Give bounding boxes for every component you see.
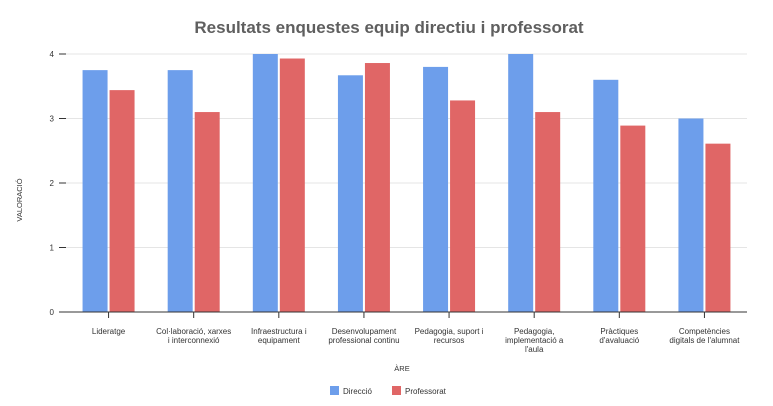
bar-professorat <box>620 125 646 312</box>
axis-layer <box>59 53 747 318</box>
x-category-label: Desenvolupament professional continu <box>328 327 399 345</box>
x-category-label: Lideratge <box>92 327 126 336</box>
bar-direccio <box>678 118 704 312</box>
bar-professorat <box>364 63 390 312</box>
bar-direccio <box>337 75 363 312</box>
bar-professorat <box>279 58 305 312</box>
bar-professorat <box>109 90 135 313</box>
chart-title: Resultats enquestes equip directiu i pro… <box>194 18 584 37</box>
legend: Direcció Professorat <box>330 386 447 396</box>
x-category-label-line: Pedagogia, suport i <box>415 327 484 336</box>
bar-direccio <box>593 79 619 312</box>
legend-swatch <box>392 386 401 395</box>
y-tick-label: 2 <box>50 179 55 188</box>
legend-label: Professorat <box>405 387 447 396</box>
bar-professorat <box>705 143 731 312</box>
x-category-label-line: professional continu <box>328 336 399 345</box>
x-category-label: Pedagogia, implementació a l'aula <box>505 327 564 354</box>
x-axis-title: ÀRE <box>394 364 409 373</box>
x-category-label: Pedagogia, suport i recursos <box>415 327 484 345</box>
x-category-label-line: equipament <box>258 336 301 345</box>
x-category-label-line: Lideratge <box>92 327 126 336</box>
y-tick-label: 3 <box>50 115 55 124</box>
bar-professorat <box>450 100 476 312</box>
y-tick-label: 1 <box>50 244 55 253</box>
x-category-label-line: i interconnexió <box>168 336 220 345</box>
x-category-label-line: digitals de l'alumnat <box>669 336 740 345</box>
legend-item-professorat: Professorat <box>392 386 447 396</box>
bar-direccio <box>82 70 108 312</box>
x-category-label-line: d'avaluació <box>599 336 639 345</box>
legend-item-direccio: Direcció <box>330 386 372 396</box>
labels-layer: 0 1 2 3 4 Lideratge Col·laboració, xarxes i int… <box>50 50 741 354</box>
bar-professorat <box>535 112 561 312</box>
x-category-label-line: recursos <box>434 336 465 345</box>
x-category-label-line: Infraestructura i <box>251 327 307 336</box>
y-tick-label: 0 <box>50 308 55 317</box>
y-tick-label: 4 <box>50 50 55 59</box>
x-category-label: Infraestructura i equipament <box>251 327 307 345</box>
x-category-label: Competències digitals de l'alumnat <box>669 327 740 345</box>
legend-label: Direcció <box>343 387 372 396</box>
x-category-label: Pràctiques d'avaluació <box>599 327 639 345</box>
legend-swatch <box>330 386 339 395</box>
x-category-label: Col·laboració, xarxes i interconnexió <box>156 327 231 345</box>
x-category-label-line: Competències <box>679 327 730 336</box>
x-category-label-line: Pràctiques <box>600 327 638 336</box>
x-category-label-line: Pedagogia, <box>514 327 554 336</box>
x-category-label-line: Col·laboració, xarxes <box>156 327 231 336</box>
bar-direccio <box>508 54 534 312</box>
bar-direccio <box>167 70 193 312</box>
x-category-label-line: implementació a <box>505 336 564 345</box>
bars-layer <box>82 54 731 313</box>
x-category-label-line: Desenvolupament <box>332 327 397 336</box>
y-axis-title: VALORACIÓ <box>15 178 24 221</box>
bar-direccio <box>252 54 278 312</box>
x-category-label-line: l'aula <box>525 345 544 354</box>
bar-professorat <box>194 112 220 312</box>
bar-direccio <box>423 66 449 313</box>
